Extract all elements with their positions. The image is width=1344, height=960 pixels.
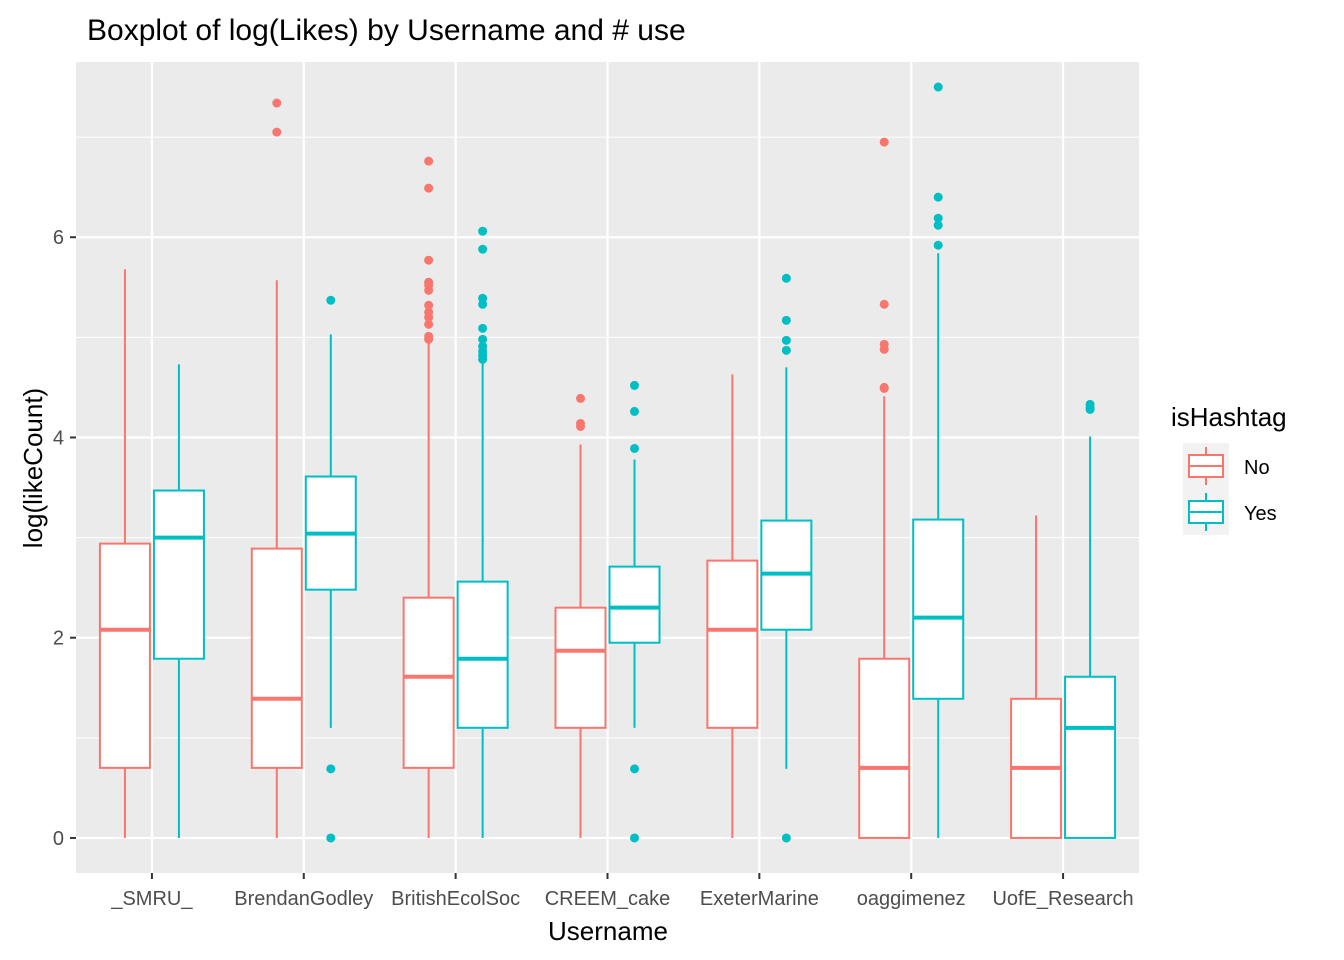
box-body [858,657,911,839]
outlier-point [424,307,434,317]
x-tick-label: UofE_Research [992,888,1133,910]
y-tick-label: 6 [53,227,64,249]
outlier-point [478,226,488,236]
outlier-point [272,127,282,137]
x-tick-label: CREEM_cake [545,888,671,910]
x-tick-label: ExeterMarine [700,888,819,910]
outlier-point [879,299,889,309]
outlier-point [478,293,488,303]
legend: isHashtag No Yes [1171,402,1287,535]
outlier-point [424,319,434,329]
axes: 0 2 4 6 _SMRU_ BrendanGodley BritishEcolSoc CRE… [53,227,1134,910]
legend-label: Yes [1244,503,1277,525]
box-yes-BritishEcolSoc [456,226,509,838]
y-tick-label: 0 [53,828,64,850]
x-tick-label: BritishEcolSoc [391,888,520,910]
outlier-point [478,244,488,254]
box-no-oaggimenez [858,137,911,839]
outlier-point [478,341,488,351]
outlier-point [933,213,943,223]
box-body [554,606,607,729]
x-tick-label: _SMRU_ [110,888,193,910]
grid-lines [76,62,1139,873]
outlier-point [933,220,943,230]
box-yes-oaggimenez [912,82,965,838]
box-body [98,542,151,769]
legend-item-yes: Yes [1183,489,1277,535]
outlier-point [478,334,488,344]
legend-item-no: No [1183,443,1270,489]
outlier-point [781,335,791,345]
outlier-point [478,323,488,333]
outlier-point [326,764,336,774]
box-body [608,565,661,644]
box-body [402,596,455,769]
box-no-CREEM_cake [554,393,607,838]
outlier-point [424,255,434,265]
outlier-point [630,764,639,774]
outlier-point [272,98,282,108]
outlier-point [424,331,434,341]
outlier-point [576,393,585,403]
outlier-point [326,295,336,305]
outlier-point [630,380,639,390]
outlier-point [630,406,639,416]
box-yes-ExeterMarine [760,273,813,843]
boxes [98,82,1117,843]
outlier-point [781,273,791,283]
outlier-point [933,192,943,202]
outlier-point [424,156,434,166]
box-no-ExeterMarine [706,374,759,838]
y-tick-label: 4 [53,427,64,449]
box-body [456,580,509,729]
outlier-point [424,277,434,287]
outlier-point [781,345,791,355]
legend-label: No [1244,457,1270,479]
box-no-BrendanGodley [250,98,303,838]
outlier-point [879,339,889,349]
box-no-_SMRU_ [98,269,151,838]
box-body [1064,675,1117,839]
outlier-point [933,82,943,92]
outlier-point [630,833,639,843]
box-body [250,547,303,769]
x-tick-label: oaggimenez [857,888,966,910]
box-no-BritishEcolSoc [402,156,455,838]
legend-title: isHashtag [1171,402,1287,432]
outlier-point [424,300,434,310]
outlier-point [933,240,943,250]
chart-title: Boxplot of log(Likes) by Username and # … [87,14,686,47]
outlier-point [424,183,434,193]
box-yes-_SMRU_ [152,364,205,838]
outlier-point [781,833,791,843]
box-body [706,559,759,729]
outlier-point [879,137,889,147]
box-no-UofE_Research [1010,515,1063,839]
outlier-point [630,443,639,453]
outlier-point [326,833,336,843]
outlier-point [1085,399,1095,409]
y-tick-label: 2 [53,628,64,650]
box-yes-UofE_Research [1064,399,1117,839]
outlier-point [781,315,791,325]
outlier-point [879,382,889,392]
y-axis-title: log(likeCount) [18,388,48,548]
box-body [152,489,205,660]
box-yes-BrendanGodley [304,295,357,843]
x-tick-label: BrendanGodley [234,888,373,910]
x-axis-title: Username [548,916,668,946]
outlier-point [576,418,585,428]
box-body [912,518,965,700]
box-yes-CREEM_cake [608,380,661,843]
